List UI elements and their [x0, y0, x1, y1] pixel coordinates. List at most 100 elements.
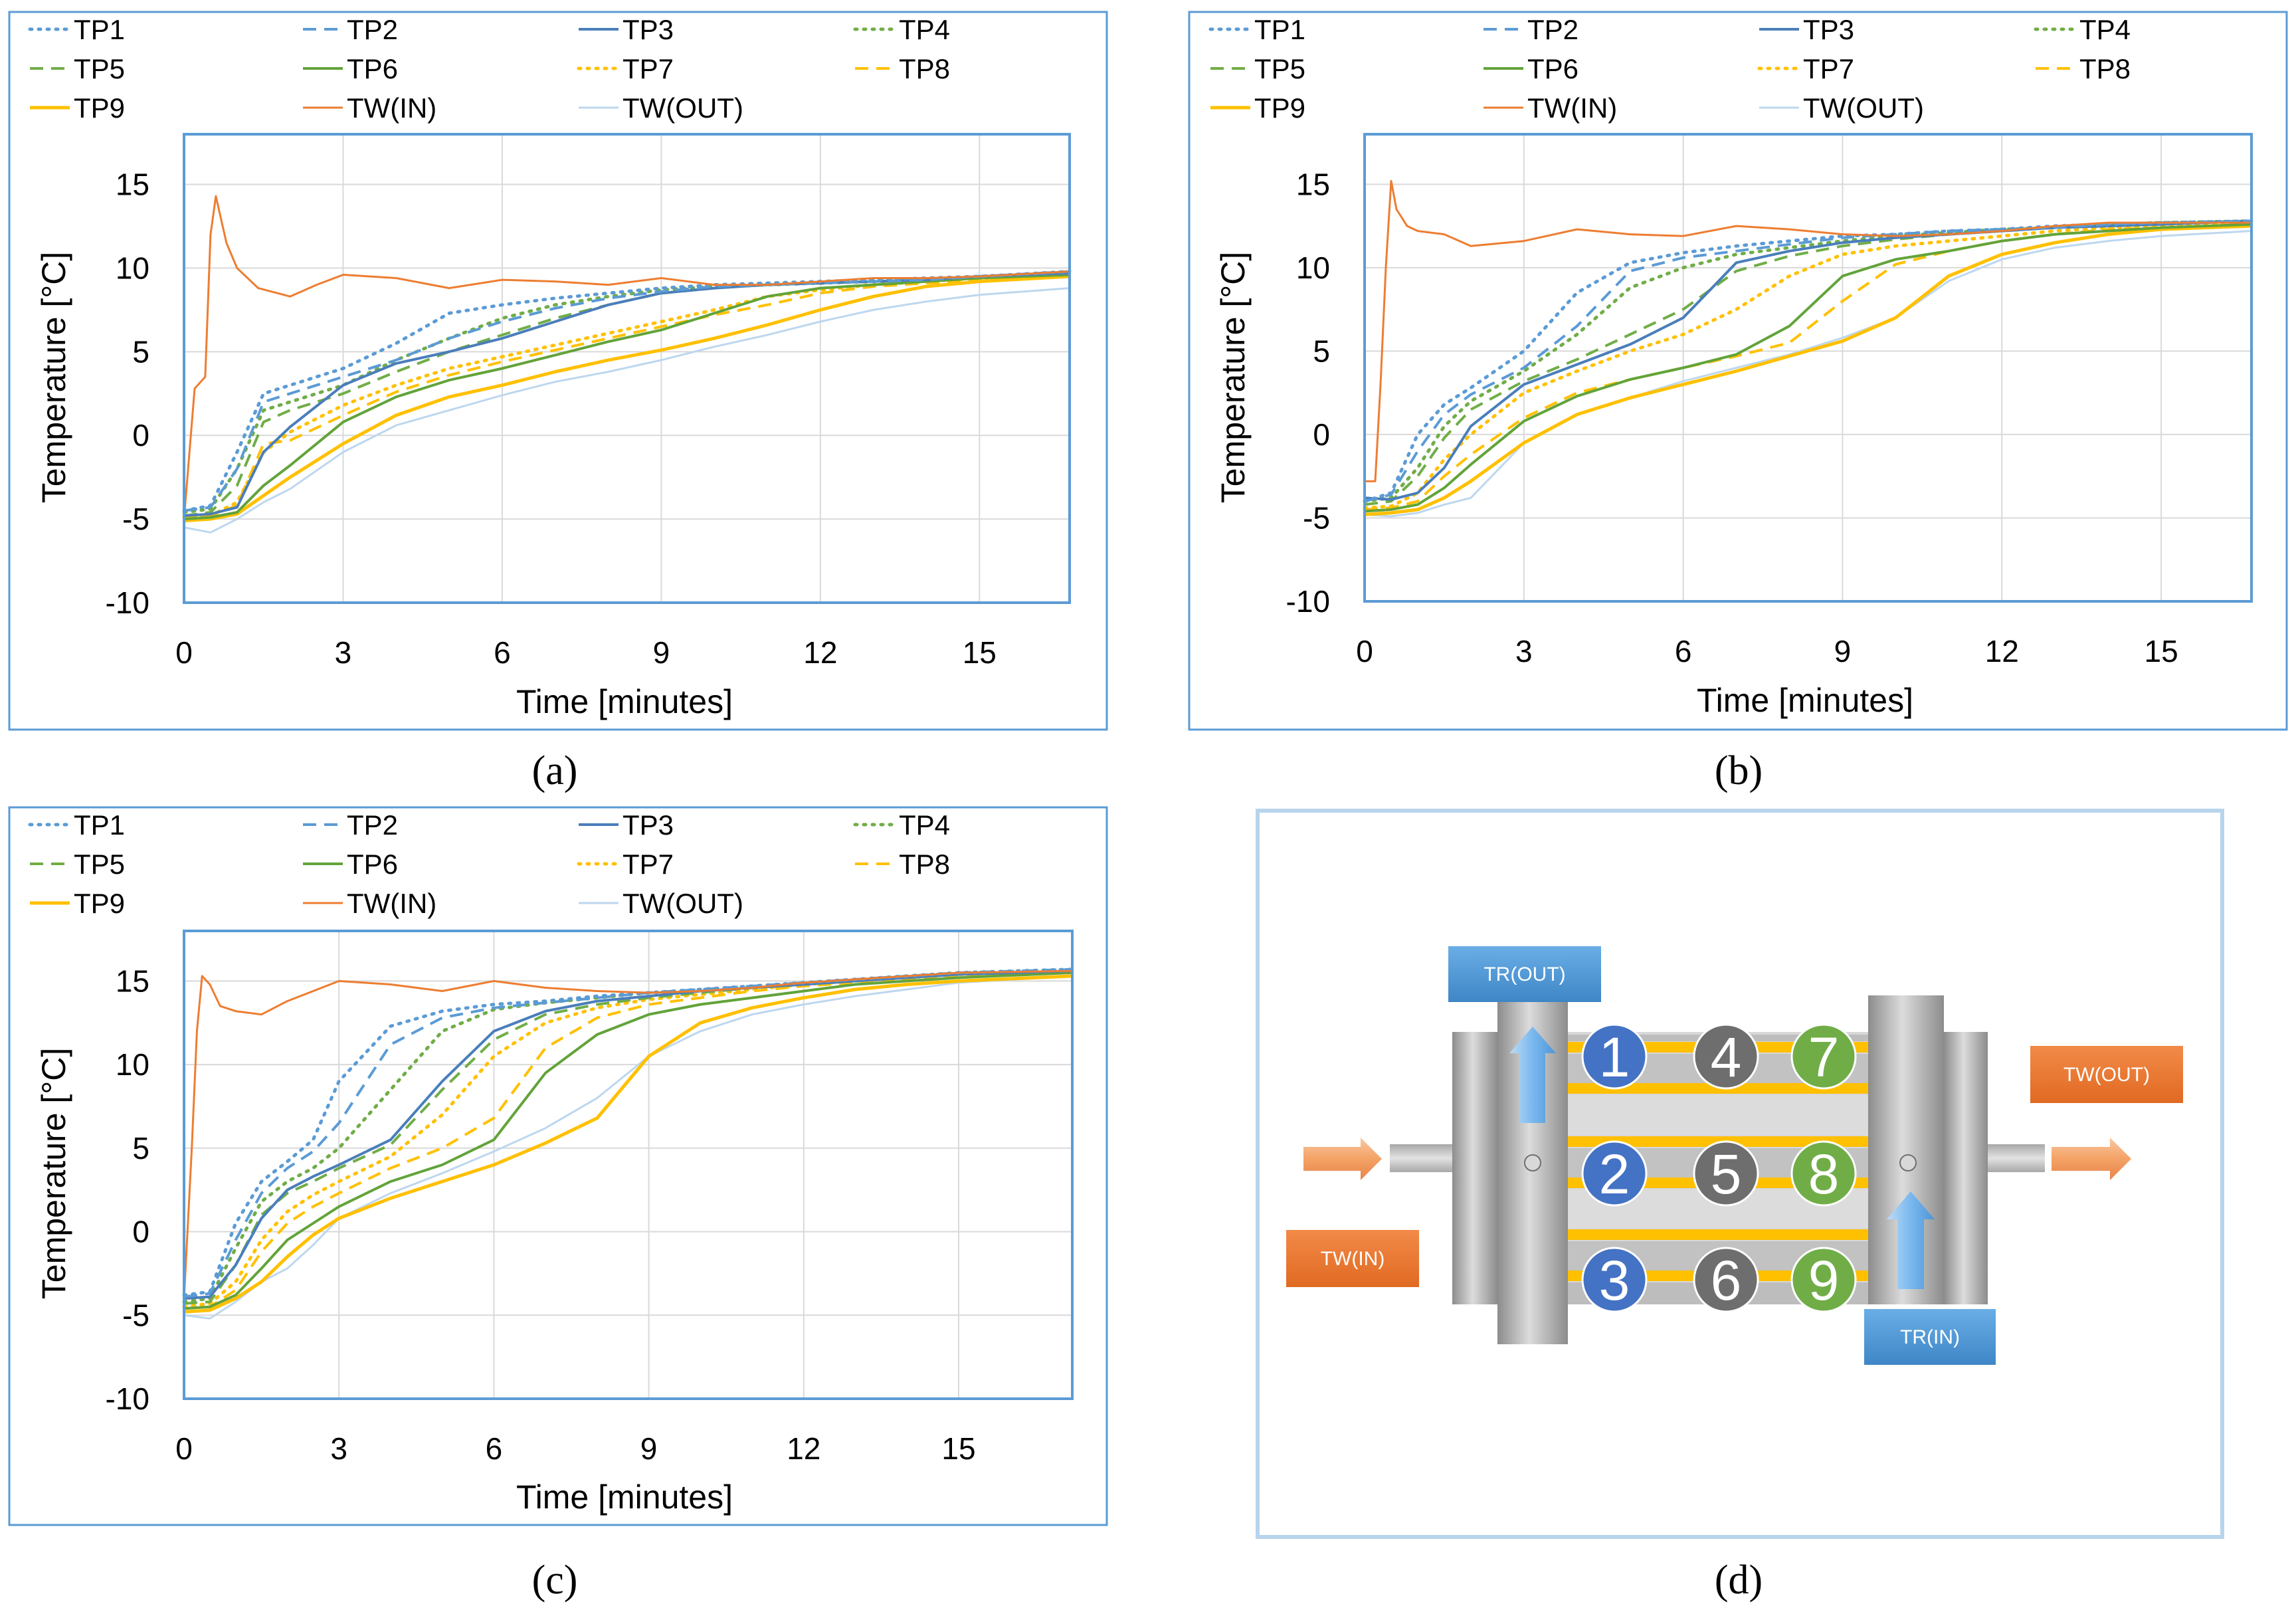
legend-label: TP1 [74, 14, 125, 45]
sensor-marker-1: 1 [1581, 1023, 1648, 1090]
x-tick-label: 6 [486, 1431, 503, 1466]
series-line-tp9 [183, 274, 1070, 523]
legend-label: TW(OUT) [622, 888, 743, 919]
series-line-tp7 [182, 969, 1074, 1309]
series-line-tp9 [183, 974, 1073, 1314]
x-tick-label: 9 [1834, 634, 1852, 668]
sensor-markers: 1 2 3 4 5 6 7 8 9 [1581, 1023, 1857, 1313]
x-tick-label: 3 [335, 635, 352, 670]
sensor-marker-7: 7 [1790, 1023, 1857, 1090]
sensor-number: 7 [1808, 1026, 1840, 1088]
plot-area: 15 10 5 0 -5 -10 0 3 6 9 12 15 [106, 930, 1074, 1466]
sensor-marker-8: 8 [1790, 1140, 1857, 1207]
series-line-tp8 [1364, 223, 2252, 511]
sensor-number: 1 [1599, 1026, 1630, 1088]
legend-label: TP2 [347, 14, 398, 45]
right-port-hole [1899, 1154, 1917, 1171]
legend-label: TP8 [899, 53, 950, 84]
y-tick-label: -5 [122, 502, 149, 536]
sensor-marker-9: 9 [1790, 1247, 1857, 1313]
legend-label: TP1 [74, 809, 125, 841]
legend-label: TP5 [74, 849, 125, 880]
sensor-marker-4: 4 [1693, 1023, 1759, 1090]
y-tick-label: 0 [132, 418, 149, 453]
y-tick-label: -5 [1303, 500, 1330, 535]
y-tick-label: 15 [116, 167, 149, 202]
series-line-tp5 [183, 969, 1073, 1305]
tw-out-label: TW(OUT) [2063, 1064, 2150, 1086]
y-tick-label: 10 [1296, 251, 1330, 285]
y-tick-label: 5 [1313, 334, 1330, 368]
chart-panel-b: TP1 TP2 TP3 TP4 TP5 TP6 TP7 TP8 TP9 TW(IN) TW(OUT)… [1188, 11, 2288, 731]
legend-label: TW(IN) [347, 888, 436, 919]
series-line-tp6 [183, 971, 1073, 1310]
sensor-number: 6 [1711, 1249, 1742, 1312]
y-tick-label: 0 [132, 1215, 149, 1249]
sensor-number: 5 [1711, 1143, 1742, 1205]
legend-label: TP9 [74, 92, 125, 124]
y-tick-label: -10 [1286, 584, 1330, 619]
x-tick-label: 12 [1985, 634, 2019, 668]
x-tick-label: 6 [494, 635, 511, 670]
legend-label: TP3 [1803, 14, 1854, 45]
sensor-marker-2: 2 [1581, 1140, 1648, 1207]
water-inlet-arrow-icon [1303, 1138, 1382, 1180]
plot-border [1363, 133, 2253, 603]
tr-out-label-box: TR(OUT) [1448, 946, 1601, 1002]
sensor-number: 2 [1599, 1143, 1630, 1205]
series-line-tp6 [183, 273, 1070, 521]
tr-in-label-box: TR(IN) [1864, 1309, 1996, 1365]
x-axis-label: Time [minutes] [516, 1478, 733, 1516]
legend-label: TP4 [899, 809, 950, 841]
sensor-marker-3: 3 [1581, 1247, 1648, 1313]
series-line-tp6 [1364, 223, 2252, 513]
series-line-tp9 [1364, 224, 2252, 516]
legend-label: TP6 [1527, 53, 1578, 84]
legend-label: TP7 [622, 53, 674, 84]
legend-label: TW(IN) [347, 92, 436, 124]
x-tick-label: 15 [963, 635, 997, 670]
legend-label: TP9 [1254, 92, 1305, 124]
x-tick-label: 15 [941, 1431, 975, 1466]
tw-out-label-box: TW(OUT) [2030, 1046, 2183, 1103]
chart-legend: TP1 TP2 TP3 TP4 TP5 TP6 TP7 TP8 TP9 TW(IN) TW(OUT) [1208, 14, 2131, 124]
x-tick-label: 9 [640, 1431, 658, 1466]
series-line-tw-in [183, 195, 1070, 520]
heat-exchanger-diagram: TR(OUT) TR(IN) TW(IN) TW(OUT) 1 2 3 4 5 6 7 8 9 [1256, 809, 2224, 1539]
water-outlet-arrow-icon [2052, 1138, 2131, 1180]
chart-legend: TP1 TP2 TP3 TP4 TP5 TP6 TP7 TP8 TP9 TW(IN) TW(OUT) [28, 14, 950, 124]
legend-label: TW(IN) [1527, 92, 1617, 124]
captions: (a) (b) (c) (d) [532, 748, 1763, 1603]
plot-background [1365, 134, 2251, 601]
plot-border [183, 133, 1071, 604]
series-line-tw-out [183, 287, 1070, 534]
refrigerant-up-arrow-icon [1887, 1191, 1935, 1289]
legend-label: TP3 [622, 809, 674, 841]
series-line-tw-in [1365, 179, 2251, 482]
legend-label: TP7 [1803, 53, 1854, 84]
series-line-tp7 [1363, 221, 2253, 510]
refrigerant-up-arrow-icon [1509, 1027, 1556, 1123]
legend-label: TP8 [899, 849, 950, 880]
legend-label: TP2 [347, 809, 398, 841]
caption-c: (c) [532, 1558, 578, 1603]
legend-label: TP1 [1254, 14, 1305, 45]
x-tick-label: 0 [175, 635, 193, 670]
legend-label: TP7 [622, 849, 674, 880]
sensor-marker-6: 6 [1693, 1247, 1759, 1313]
series-line-tp8 [183, 275, 1070, 519]
legend-label: TP4 [2079, 14, 2131, 45]
sensor-marker-5: 5 [1693, 1140, 1759, 1207]
caption-d: (d) [1715, 1558, 1763, 1603]
right-end-plate [1944, 1032, 1988, 1304]
chart-panel-c: TP1 TP2 TP3 TP4 TP5 TP6 TP7 TP8 TP9 TW(IN) TW(OUT)… [8, 806, 1108, 1526]
y-tick-label: 5 [132, 1131, 149, 1165]
legend-label: TP2 [1527, 14, 1578, 45]
y-tick-label: 10 [116, 251, 149, 285]
outlet-pipe [1984, 1144, 2045, 1172]
series-lines [1363, 179, 2253, 518]
tr-out-label: TR(OUT) [1483, 963, 1565, 985]
series-line-tp5 [183, 272, 1070, 518]
plot-area: 15 10 5 0 -5 -10 0 3 6 9 12 15 [1286, 133, 2253, 668]
